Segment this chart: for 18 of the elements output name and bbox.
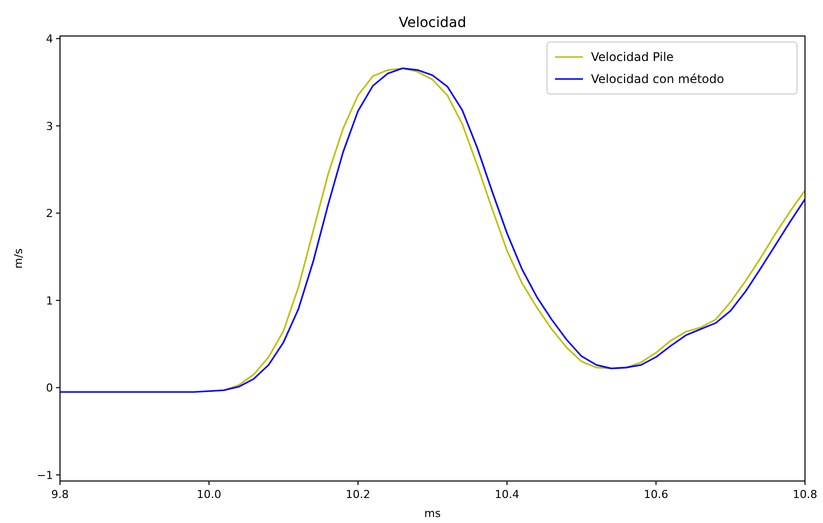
x-tick-label: 10.4 bbox=[494, 488, 520, 501]
y-tick-label: 2 bbox=[46, 207, 53, 220]
y-tick-label: 4 bbox=[46, 32, 53, 46]
x-axis-title: ms bbox=[424, 507, 441, 520]
legend-label: Velocidad Pile bbox=[591, 50, 674, 64]
x-tick-label: 10.6 bbox=[644, 488, 668, 501]
y-tick-label: 3 bbox=[46, 120, 53, 133]
x-tick-label: 9.8 bbox=[51, 488, 69, 501]
x-tick-label: 10.0 bbox=[196, 488, 222, 501]
x-tick-label: 10.2 bbox=[346, 488, 370, 501]
y-tick-label: 0 bbox=[46, 382, 53, 395]
line-series bbox=[60, 67, 805, 393]
legend-label: Velocidad con método bbox=[591, 72, 724, 86]
y-tick-label: −1 bbox=[36, 468, 53, 482]
chart-title: Velocidad bbox=[398, 15, 466, 31]
x-tick-label: 10.8 bbox=[792, 488, 818, 501]
y-tick-label: 1 bbox=[46, 294, 53, 308]
y-axis-title: m/s bbox=[12, 248, 25, 269]
